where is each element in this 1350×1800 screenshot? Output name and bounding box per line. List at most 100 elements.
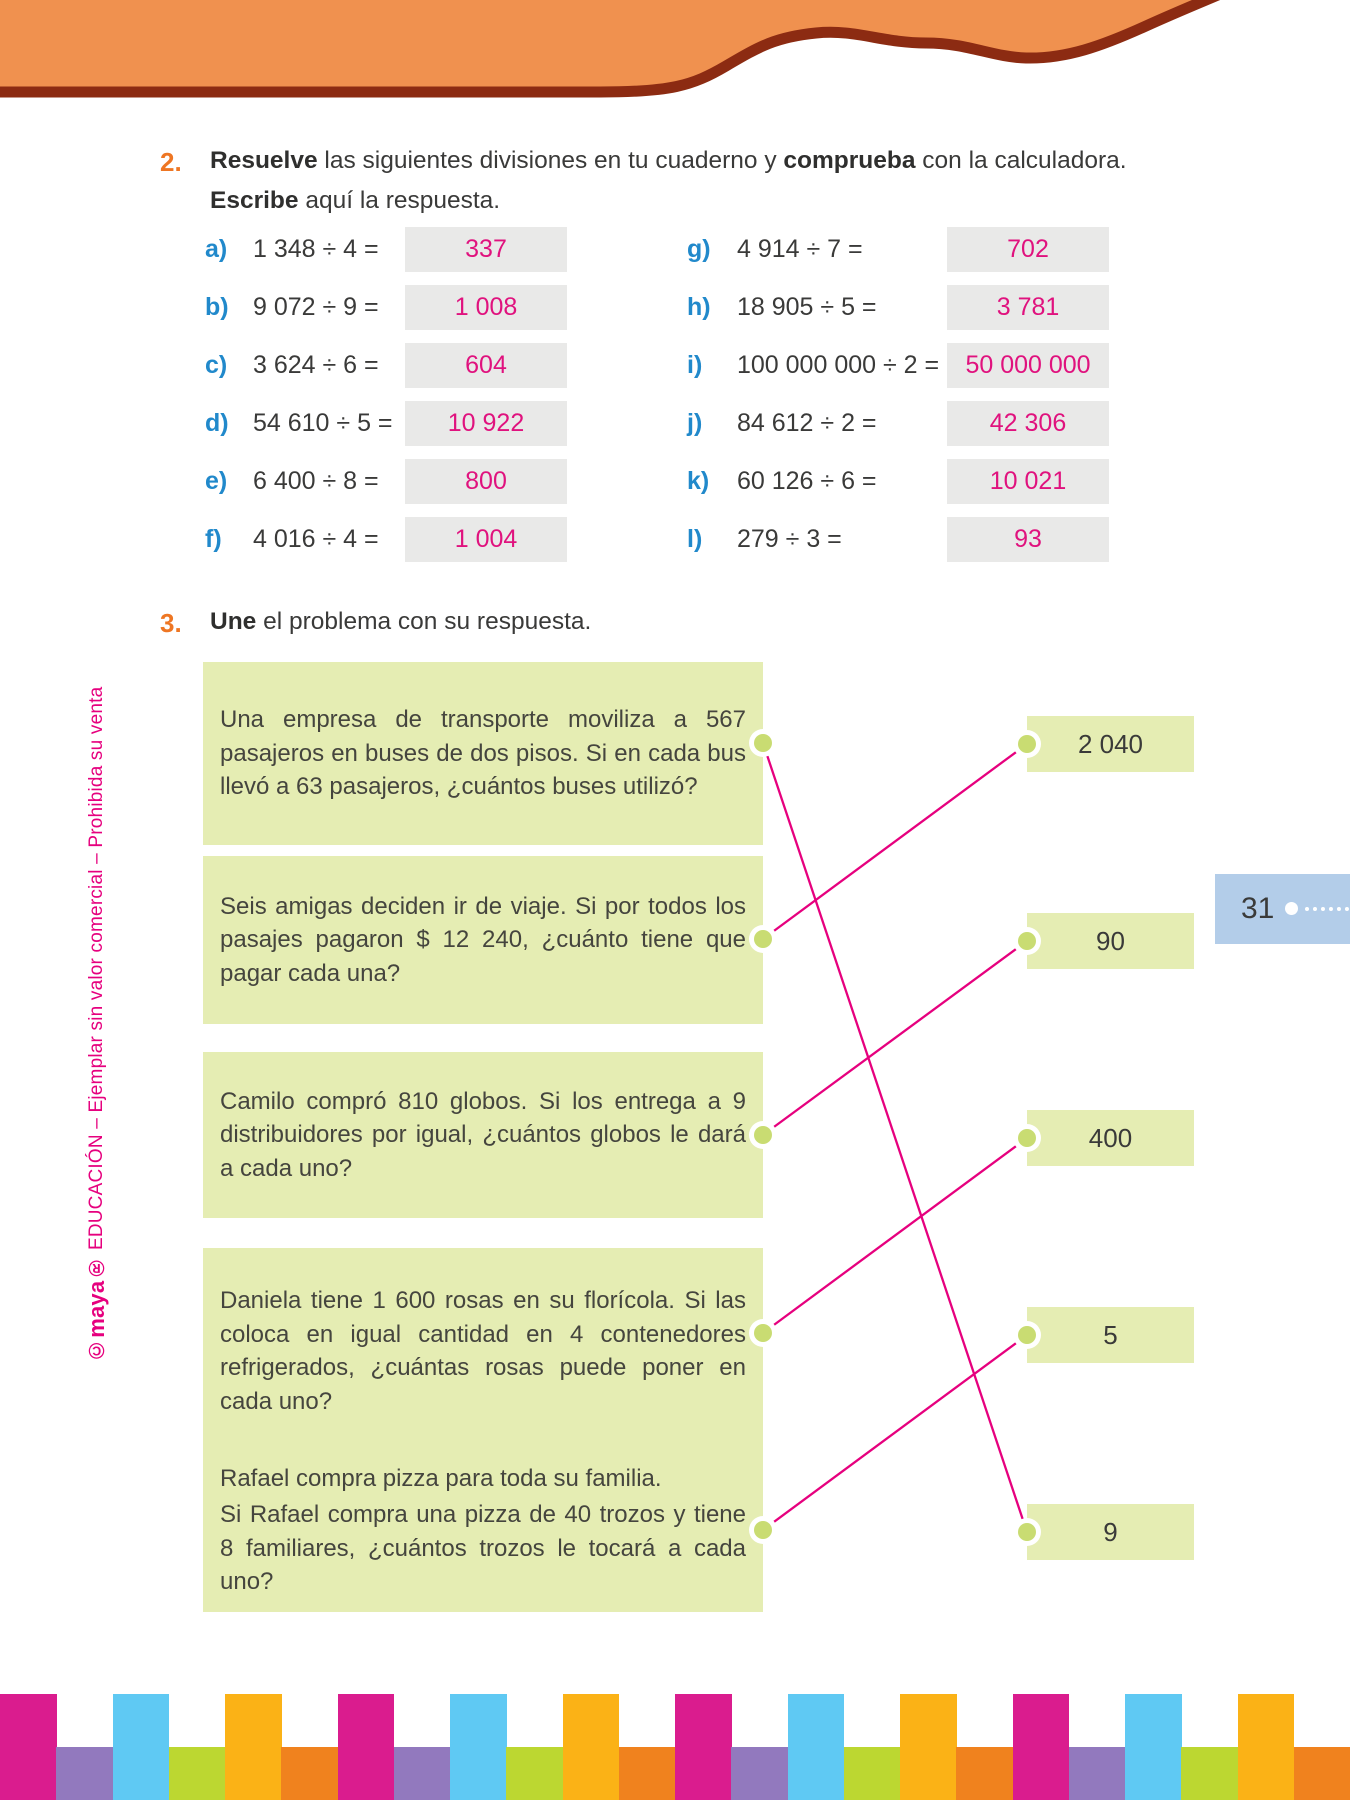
stripe-bar — [506, 1747, 563, 1800]
division-expression: 279 ÷ 3 = — [737, 525, 842, 553]
problem-box-2: Seis amigas deciden ir de viaje. Si por … — [203, 856, 763, 1024]
answer-field: 604 — [405, 343, 567, 388]
answer-field: 50 000 000 — [947, 343, 1109, 388]
stripe-bar — [281, 1747, 338, 1800]
problem-box-5: Rafael compra pizza para toda su familia… — [203, 1448, 763, 1612]
problem-text: Camilo compró 810 globos. Si los entrega… — [220, 1087, 746, 1182]
stripe-bar — [168, 1747, 226, 1800]
tab-dotted-line — [1305, 907, 1350, 911]
division-row-l: l) 279 ÷ 3 = 93 — [687, 517, 1257, 562]
division-row-f: f) 4 016 ÷ 4 = 1 004 — [205, 517, 775, 562]
instruction-bold: comprueba — [783, 147, 916, 174]
exercise2-instruction-line1: Resuelve las siguientes divisiones en tu… — [210, 147, 1127, 174]
item-label: h) — [687, 293, 711, 321]
division-row-i: i) 100 000 000 ÷ 2 = 50 000 000 — [687, 343, 1257, 388]
item-label: j) — [687, 409, 703, 437]
division-row-j: j) 84 612 ÷ 2 = 42 306 — [687, 401, 1257, 446]
stripe-bar — [56, 1747, 113, 1800]
problem-box-4: Daniela tiene 1 600 rosas en su florícol… — [203, 1248, 763, 1454]
division-expression: 4 016 ÷ 4 = — [253, 525, 379, 553]
item-label: f) — [205, 525, 222, 553]
connector-dot — [1018, 735, 1036, 753]
answer-tag-90: 90 — [1027, 913, 1194, 969]
item-label: a) — [205, 235, 228, 263]
stripe-bar — [900, 1694, 957, 1800]
connector-dot — [1018, 1129, 1036, 1147]
stripe-bar — [1125, 1694, 1182, 1800]
item-label: b) — [205, 293, 229, 321]
publisher-imprint: ©maya® EDUCACIÓN – Ejemplar sin valor co… — [84, 686, 109, 1363]
item-label: e) — [205, 467, 228, 495]
answer-tag-400: 400 — [1027, 1110, 1194, 1166]
stripe-bar — [0, 1694, 57, 1800]
exercise3-instruction: Une el problema con su respuesta. — [210, 608, 592, 635]
instruction-bold: Escribe — [210, 187, 299, 214]
connector-dot — [754, 1324, 772, 1342]
exercise3-number: 3. — [160, 608, 182, 638]
answer-field: 337 — [405, 227, 567, 272]
division-row-b: b) 9 072 ÷ 9 = 1 008 — [205, 285, 775, 330]
division-expression: 84 612 ÷ 2 = — [737, 409, 877, 437]
problem-text: Si Rafael compra una pizza de 40 trozos … — [220, 1501, 746, 1595]
division-row-h: h) 18 905 ÷ 5 = 3 781 — [687, 285, 1257, 330]
problem-box-1: Una empresa de transporte moviliza a 567… — [203, 662, 763, 845]
division-row-e: e) 6 400 ÷ 8 = 800 — [205, 459, 775, 504]
division-expression: 54 610 ÷ 5 = — [253, 409, 393, 437]
problem-text: Seis amigas deciden ir de viaje. Si por … — [220, 892, 746, 987]
item-label: g) — [687, 235, 711, 263]
stripe-bar — [787, 1694, 845, 1800]
item-label: l) — [687, 525, 703, 553]
stripe-bar — [1237, 1694, 1295, 1800]
page-number-tab: 31 — [1215, 874, 1350, 944]
item-label: k) — [687, 467, 710, 495]
division-expression: 6 400 ÷ 8 = — [253, 467, 379, 495]
connector-dot — [754, 734, 772, 752]
answer-tag-9: 9 — [1027, 1504, 1194, 1560]
item-label: d) — [205, 409, 229, 437]
instruction-bold: Une — [210, 608, 257, 635]
header-wave — [0, 0, 1221, 98]
division-row-a: a) 1 348 ÷ 4 = 337 — [205, 227, 775, 272]
stripe-bar — [1293, 1747, 1350, 1800]
problem-text: Daniela tiene 1 600 rosas en su florícol… — [220, 1287, 746, 1415]
division-row-g: g) 4 914 ÷ 7 = 702 — [687, 227, 1257, 272]
stripe-bar — [1012, 1694, 1070, 1800]
answer-field: 702 — [947, 227, 1109, 272]
connector-dot — [754, 930, 772, 948]
connector-dot — [754, 1521, 772, 1539]
division-expression: 100 000 000 ÷ 2 = — [737, 351, 940, 379]
answer-field: 10 922 — [405, 401, 567, 446]
stripe-bar — [112, 1694, 170, 1800]
stripe-bar — [225, 1694, 282, 1800]
tab-dot-icon — [1285, 902, 1298, 915]
answer-field: 93 — [947, 517, 1109, 562]
problem-box-3: Camilo compró 810 globos. Si los entrega… — [203, 1052, 763, 1218]
exercise2-number: 2. — [160, 147, 182, 177]
answer-tag-2040: 2 040 — [1027, 716, 1194, 772]
item-label: i) — [687, 351, 703, 379]
stripe-bar — [393, 1747, 451, 1800]
publisher-logo: ©maya® — [84, 1255, 109, 1363]
division-expression: 9 072 ÷ 9 = — [253, 293, 379, 321]
division-expression: 18 905 ÷ 5 = — [737, 293, 877, 321]
problem-text: Una empresa de transporte moviliza a 567… — [220, 706, 746, 801]
division-row-d: d) 54 610 ÷ 5 = 10 922 — [205, 401, 775, 446]
page-number: 31 — [1241, 892, 1275, 925]
answer-field: 42 306 — [947, 401, 1109, 446]
instruction-bold: Resuelve — [210, 147, 318, 174]
stripe-bar — [675, 1694, 732, 1800]
item-label: c) — [205, 351, 228, 379]
stripe-bar — [731, 1747, 788, 1800]
division-row-c: c) 3 624 ÷ 6 = 604 — [205, 343, 775, 388]
stripe-bar — [618, 1747, 676, 1800]
stripe-bar — [1068, 1747, 1126, 1800]
stripe-bar — [337, 1694, 395, 1800]
connector-dot — [1018, 1326, 1036, 1344]
division-expression: 4 914 ÷ 7 = — [737, 235, 863, 263]
division-row-k: k) 60 126 ÷ 6 = 10 021 — [687, 459, 1257, 504]
stripe-bar — [562, 1694, 620, 1800]
stripe-bar — [1181, 1747, 1238, 1800]
division-expression: 1 348 ÷ 4 = — [253, 235, 379, 263]
division-expression: 60 126 ÷ 6 = — [737, 467, 877, 495]
